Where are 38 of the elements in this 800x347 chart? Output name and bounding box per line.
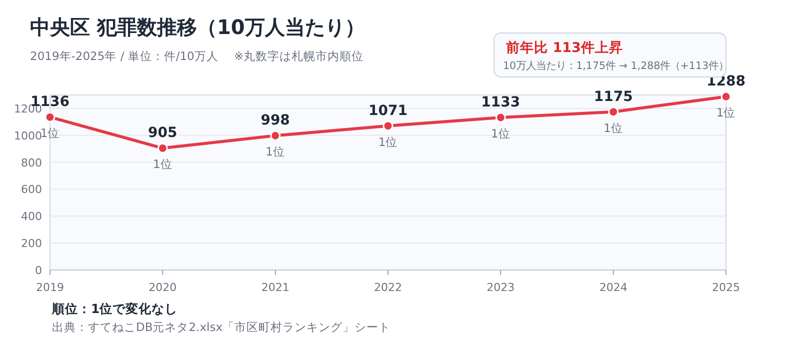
- annotation: 1位: [716, 106, 736, 120]
- y-tick-label: 400: [21, 210, 42, 224]
- x-tick-label: 2021: [261, 281, 290, 294]
- source-note: 出典：すてねこDB元ネタ2.xlsx「市区町村ランキング」シート: [52, 320, 391, 334]
- annotation: 1位: [378, 134, 398, 149]
- y-tick-label: 200: [21, 237, 42, 250]
- point: [44, 112, 56, 122]
- chart-subtitle: 2019年-2025年 / 単位：件/10万人 ※丸数字は札幌市内順位: [30, 49, 364, 63]
- y-tick-label: 1000: [14, 129, 42, 142]
- data-label: 905: [148, 125, 178, 142]
- text: 前年比 113件上昇: [505, 40, 623, 56]
- chart-title: 中央区 犯罪数推移（10万人当たり）: [30, 15, 365, 39]
- point: [495, 112, 506, 123]
- x-tick-label: 2025: [712, 281, 740, 294]
- text: 順位：1位で変化なし: [51, 301, 178, 316]
- annotation: 1位: [40, 126, 60, 140]
- data-label: 1071: [368, 102, 408, 119]
- y-tick-label: 0: [35, 264, 42, 277]
- x-tick-label: 2024: [599, 281, 628, 294]
- point: [382, 120, 394, 132]
- point: [720, 91, 732, 102]
- x-tick-label: 2019: [36, 281, 64, 294]
- x-tick-label: 2023: [486, 281, 515, 294]
- x-tick-label: 2022: [374, 281, 402, 294]
- annotation: 1位: [266, 144, 285, 159]
- data-label: 998: [260, 112, 290, 129]
- point: [608, 106, 619, 118]
- y-tick-label: 600: [21, 183, 42, 196]
- annotation: 1位: [153, 157, 172, 172]
- point: [270, 130, 281, 141]
- data-label: 1175: [594, 88, 633, 105]
- data-label: 1133: [481, 94, 520, 110]
- point: [157, 142, 168, 154]
- annotation: 1位: [491, 126, 510, 140]
- x-tick-label: 2020: [148, 281, 177, 294]
- y-tick-label: 800: [21, 156, 42, 170]
- text: 10万人当たり：1,175件 → 1,288件（+113件）: [503, 60, 729, 72]
- annotation: 1位: [604, 120, 623, 135]
